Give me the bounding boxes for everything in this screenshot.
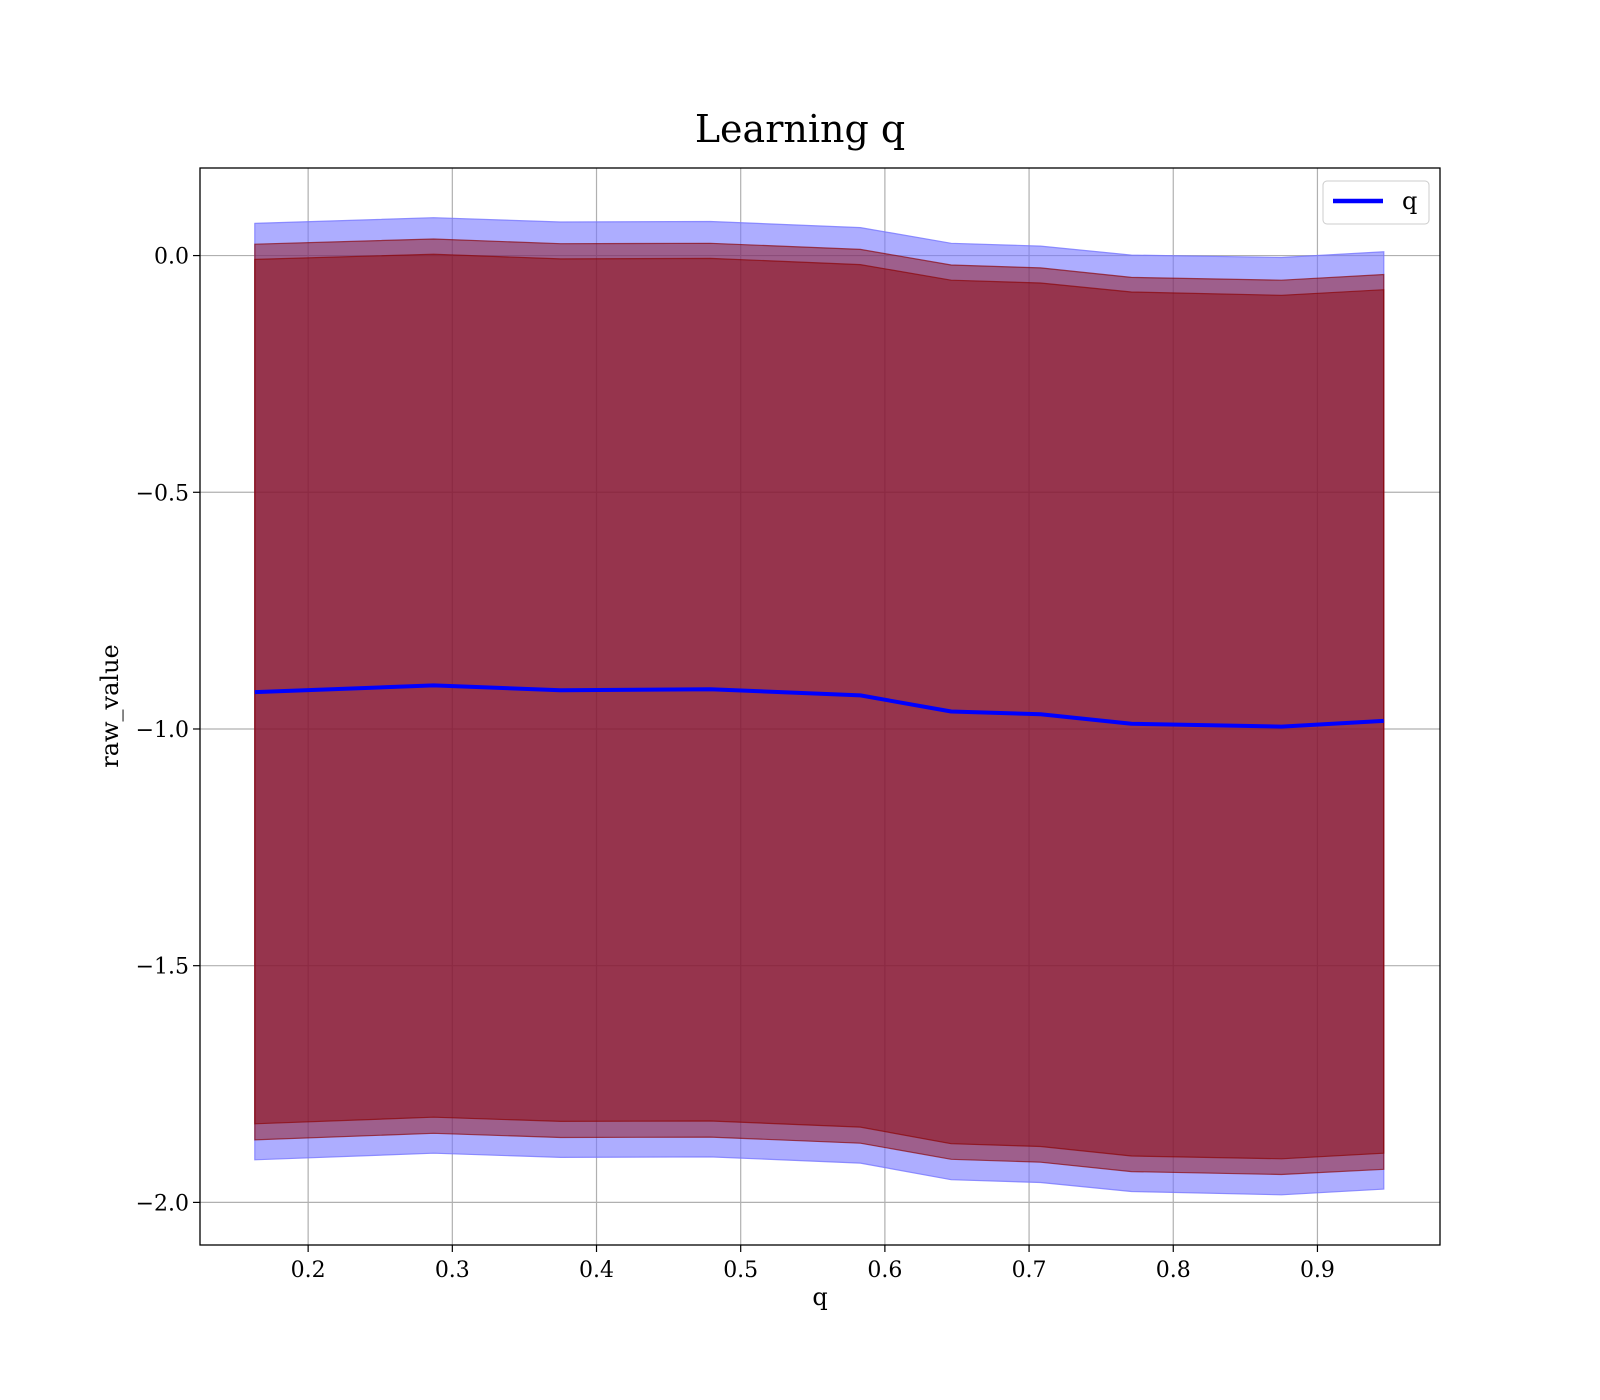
x-tick-label: 0.9 (1300, 1258, 1335, 1283)
y-tick-label: −1.0 (136, 718, 189, 743)
confidence-bands (254, 217, 1385, 1196)
y-tick-label: −2.0 (136, 1191, 189, 1216)
plot-frame (199, 167, 1441, 1246)
series-lines (254, 683, 1384, 729)
y-tick-label: −1.5 (136, 955, 189, 980)
legend: q (1322, 180, 1430, 225)
axis-ticks: 0.2 0.3 0.4 0.5 0.6 0.7 0.8 0.9 0.0 −0.5 −1.0 −1.5 −… (136, 245, 1335, 1283)
band-0 (254, 217, 1385, 1196)
x-tick-label: 0.7 (1012, 1258, 1047, 1283)
y-tick-label: −0.5 (136, 481, 189, 506)
series-line-q (254, 683, 1384, 729)
chart-title: Learning q (695, 107, 905, 151)
x-tick-label: 0.6 (867, 1258, 902, 1283)
x-axis-label: q (812, 1283, 827, 1311)
y-tick-label: 0.0 (154, 245, 189, 270)
legend-label: q (1402, 187, 1417, 215)
x-tick-label: 0.4 (579, 1258, 614, 1283)
x-tick-label: 0.2 (291, 1258, 326, 1283)
x-tick-label: 0.3 (435, 1258, 470, 1283)
y-axis-label: raw_value (96, 644, 124, 768)
x-tick-label: 0.8 (1156, 1258, 1191, 1283)
x-tick-label: 0.5 (723, 1258, 758, 1283)
band-2 (254, 238, 1385, 1176)
